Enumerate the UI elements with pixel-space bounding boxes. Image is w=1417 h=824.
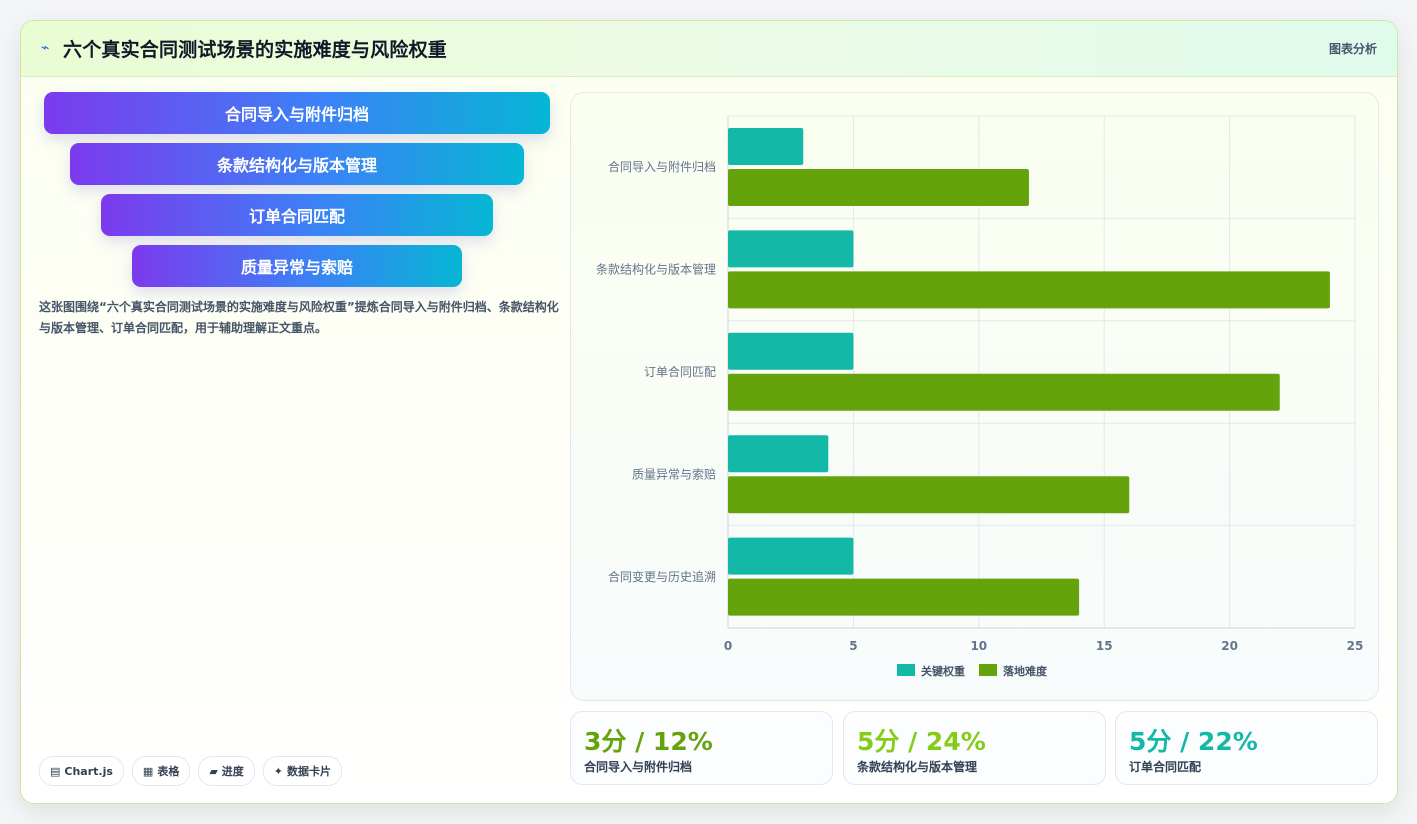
chip-data-card[interactable]: ✦ 数据卡片 xyxy=(262,756,343,786)
chart-description: 这张图围绕“六个真实合同测试场景的实施难度与风险权重”提炼合同导入与附件归档、条… xyxy=(39,300,559,335)
x-tick-label: 20 xyxy=(1221,639,1238,653)
table-icon: ▦ xyxy=(142,764,154,778)
x-tick-label: 5 xyxy=(849,639,857,653)
stat-value: 5分 / 22% xyxy=(1129,727,1258,756)
stat-label: 订单合同匹配 xyxy=(1129,760,1202,774)
x-tick-label: 10 xyxy=(970,639,987,653)
legend-swatch xyxy=(897,664,915,676)
y-tick-label: 条款结构化与版本管理 xyxy=(596,262,716,277)
y-tick-label: 订单合同匹配 xyxy=(644,364,716,379)
chip-chartjs[interactable]: ▤ Chart.js xyxy=(39,756,124,786)
x-tick-label: 15 xyxy=(1096,639,1113,653)
progress-icon: ▰ xyxy=(209,764,218,778)
stat-label: 条款结构化与版本管理 xyxy=(857,760,978,774)
stat-card-3: 5分 / 22% 订单合同匹配 xyxy=(1115,711,1378,785)
bar-difficulty xyxy=(728,271,1330,309)
stat-value: 5分 / 24% xyxy=(857,727,986,756)
chip-table[interactable]: ▦ 表格 xyxy=(131,756,191,786)
y-tick-label: 合同变更与历史追溯 xyxy=(608,569,716,584)
x-tick-label: 0 xyxy=(724,639,732,653)
bar-key-weight xyxy=(728,537,854,575)
x-tick-label: 25 xyxy=(1347,639,1364,653)
bar-difficulty xyxy=(728,476,1130,514)
y-tick-label: 质量异常与索赔 xyxy=(632,466,716,481)
bar-key-weight xyxy=(728,435,829,473)
stat-card-2: 5分 / 24% 条款结构化与版本管理 xyxy=(843,711,1106,785)
legend-swatch xyxy=(979,664,997,676)
chip-label: Chart.js xyxy=(64,764,113,778)
chart-icon: ▤ xyxy=(50,764,61,778)
chip-progress[interactable]: ▰ 进度 xyxy=(198,756,255,786)
bar-key-weight xyxy=(728,230,854,268)
chart-analysis-tag: 图表分析 xyxy=(1328,42,1377,56)
dashboard-page: ⌁ 六个真实合同测试场景的实施难度与风险权重 图表分析 合同导入与附件归档 条款… xyxy=(20,20,1398,804)
bar-key-weight xyxy=(728,128,804,165)
bar-chart: 0 5 10 15 20 25 合同导入与附件归档条款结构化与版本管理订单合同匹配质量异常与… xyxy=(596,115,1364,678)
bar-difficulty xyxy=(728,169,1029,206)
stat-value: 3分 / 12% xyxy=(584,727,713,756)
bolt-icon: ⌁ xyxy=(41,40,50,56)
sparkle-icon: ✦ xyxy=(273,764,284,778)
page-title: 六个真实合同测试场景的实施难度与风险权重 xyxy=(63,39,448,61)
chart-card: 0 5 10 15 20 25 合同导入与附件归档条款结构化与版本管理订单合同匹配质量异常与… xyxy=(570,92,1379,701)
header: ⌁ 六个真实合同测试场景的实施难度与风险权重 图表分析 xyxy=(21,21,1397,77)
feature-chips: ▤ Chart.js ▦ 表格 ▰ 进度 ✦ 数据卡片 xyxy=(39,756,343,786)
stat-card-1: 3分 / 12% 合同导入与附件归档 xyxy=(570,711,833,785)
bar-difficulty xyxy=(728,373,1280,411)
bar-key-weight xyxy=(728,332,854,370)
legend-label: 关键权重 xyxy=(921,664,965,678)
funnel-item-2: 条款结构化与版本管理 xyxy=(70,143,524,185)
funnel-item-4: 质量异常与索赔 xyxy=(132,245,462,287)
chip-label: 进度 xyxy=(221,765,244,778)
y-tick-label: 合同导入与附件归档 xyxy=(608,159,716,174)
funnel-item-3: 订单合同匹配 xyxy=(101,194,493,236)
bar-difficulty xyxy=(728,578,1080,616)
stat-label: 合同导入与附件归档 xyxy=(584,760,693,774)
chip-label: 表格 xyxy=(157,765,180,778)
chip-label: 数据卡片 xyxy=(287,765,332,778)
funnel-item-1: 合同导入与附件归档 xyxy=(44,92,550,134)
legend-label: 落地难度 xyxy=(1003,664,1048,678)
